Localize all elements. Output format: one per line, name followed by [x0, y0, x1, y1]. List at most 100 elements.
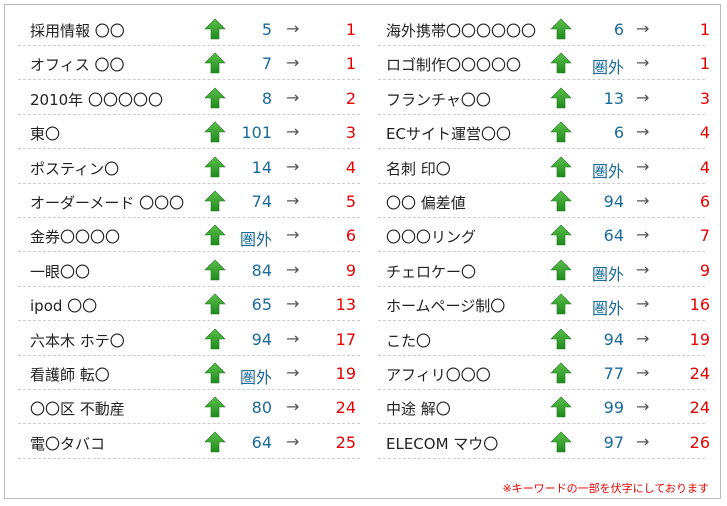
rank-after: 25 — [335, 432, 356, 452]
rank-after: 24 — [335, 398, 356, 418]
rank-arrow: → — [636, 397, 650, 417]
keyword: 〇〇〇リング — [386, 228, 477, 247]
ranking-row: 2010年 〇〇〇〇〇 8 → 2 — [18, 81, 360, 115]
rank-before: 圏外 — [591, 264, 624, 284]
keyword: ホームページ制〇 — [386, 297, 506, 316]
keyword: アフィリ〇〇〇 — [386, 366, 491, 384]
up-arrow — [550, 259, 572, 281]
up-arrow-icon — [204, 121, 226, 147]
rank-after: 19 — [335, 364, 356, 383]
ranking-row: 採用情報 〇〇 5 → 1 — [18, 12, 360, 46]
rank-before: 64 — [251, 432, 272, 452]
keyword: 一眼〇〇 — [30, 262, 91, 281]
rank-after: 1 — [699, 54, 710, 74]
keyword: 電〇タバコ — [30, 434, 106, 453]
up-arrow-icon — [550, 328, 572, 354]
rank-before: 6 — [613, 20, 624, 39]
up-arrow — [550, 18, 572, 40]
rank-arrow: → — [636, 122, 650, 142]
rank-after: 19 — [689, 329, 710, 349]
rank-after: 13 — [335, 295, 356, 315]
rank-after: 7 — [699, 226, 710, 246]
keyword: 金券〇〇〇〇 — [30, 228, 121, 247]
keyword: ipod 〇〇 — [30, 297, 98, 316]
up-arrow — [204, 121, 226, 143]
ranking-row: ポスティン〇 14 → 4 — [18, 150, 360, 184]
up-arrow-icon — [204, 87, 226, 113]
keyword: オフィス 〇〇 — [30, 56, 125, 75]
up-arrow — [204, 190, 226, 212]
rank-arrow: → — [286, 259, 300, 279]
rank-arrow: → — [286, 328, 300, 348]
rank-before: 94 — [603, 329, 624, 349]
rank-before: 94 — [603, 192, 624, 211]
keyword: 〇〇 偏差値 — [386, 194, 466, 212]
rank-arrow: → — [286, 87, 300, 107]
up-arrow-icon — [204, 396, 226, 422]
up-arrow-icon — [204, 18, 226, 44]
rank-after: 6 — [699, 192, 710, 211]
up-arrow-icon — [550, 156, 572, 182]
rank-before: 圏外 — [239, 368, 272, 387]
ranking-row: 海外携帯〇〇〇〇〇〇 6 → 1 — [378, 12, 710, 46]
ranking-row: 看護師 転〇 圏外 → 19 — [18, 356, 360, 390]
up-arrow-icon — [550, 18, 572, 44]
up-arrow-icon — [550, 431, 572, 457]
ranking-row: 東〇 101 → 3 — [18, 115, 360, 150]
rank-after: 1 — [699, 20, 710, 39]
up-arrow — [550, 87, 572, 109]
rank-after: 24 — [689, 398, 710, 418]
rank-arrow: → — [286, 122, 300, 142]
up-arrow — [204, 224, 226, 246]
up-arrow-icon — [204, 52, 226, 78]
up-arrow-icon — [204, 328, 226, 354]
rank-before: 74 — [251, 192, 272, 211]
keyword: 海外携帯〇〇〇〇〇〇 — [386, 22, 537, 40]
rank-after: 16 — [689, 295, 710, 315]
ranking-row: ロゴ制作〇〇〇〇〇 圏外 → 1 — [378, 46, 710, 81]
rank-arrow: → — [636, 53, 650, 73]
up-arrow — [204, 87, 226, 109]
ranking-row: ホームページ制〇 圏外 → 16 — [378, 287, 710, 322]
rank-after: 9 — [345, 260, 356, 280]
ranking-row: オーダーメード 〇〇〇 74 → 5 — [18, 184, 360, 218]
rank-arrow: → — [286, 53, 300, 73]
up-arrow — [204, 362, 226, 384]
up-arrow-icon — [204, 431, 226, 457]
up-arrow-icon — [204, 362, 226, 388]
rank-after: 3 — [699, 88, 710, 108]
rank-before: 65 — [251, 295, 272, 315]
rank-arrow: → — [286, 191, 300, 210]
rank-arrow: → — [636, 431, 650, 451]
rank-arrow: → — [636, 363, 650, 382]
up-arrow — [550, 431, 572, 453]
frame — [4, 4, 721, 499]
up-arrow — [204, 396, 226, 418]
rank-before: 13 — [603, 88, 624, 108]
up-arrow — [550, 52, 572, 74]
rank-before: 圏外 — [591, 58, 624, 78]
rank-before: 14 — [251, 157, 272, 177]
rank-after: 17 — [335, 329, 356, 349]
up-arrow-icon — [550, 190, 572, 216]
rank-arrow: → — [636, 328, 650, 348]
up-arrow — [204, 328, 226, 349]
rank-after: 3 — [345, 123, 356, 143]
rank-arrow: → — [286, 363, 300, 382]
rank-after: 4 — [345, 157, 356, 177]
rank-before: 64 — [603, 226, 624, 246]
up-arrow-icon — [550, 87, 572, 113]
ranking-row: フランチャ〇〇 13 → 3 — [378, 81, 710, 115]
rank-arrow: → — [636, 225, 650, 245]
keyword: ELECOM マウ〇 — [386, 434, 499, 453]
up-arrow — [550, 224, 572, 246]
rank-after: 5 — [345, 192, 356, 211]
keyword: 名刺 印〇 — [386, 159, 451, 178]
rank-after: 2 — [345, 88, 356, 108]
up-arrow-icon — [550, 362, 572, 388]
rank-before: 77 — [603, 364, 624, 383]
ranking-row: 〇〇 偏差値 94 → 6 — [378, 184, 710, 218]
rank-after: 9 — [699, 260, 710, 280]
up-arrow — [204, 293, 226, 315]
up-arrow-icon — [204, 293, 226, 319]
